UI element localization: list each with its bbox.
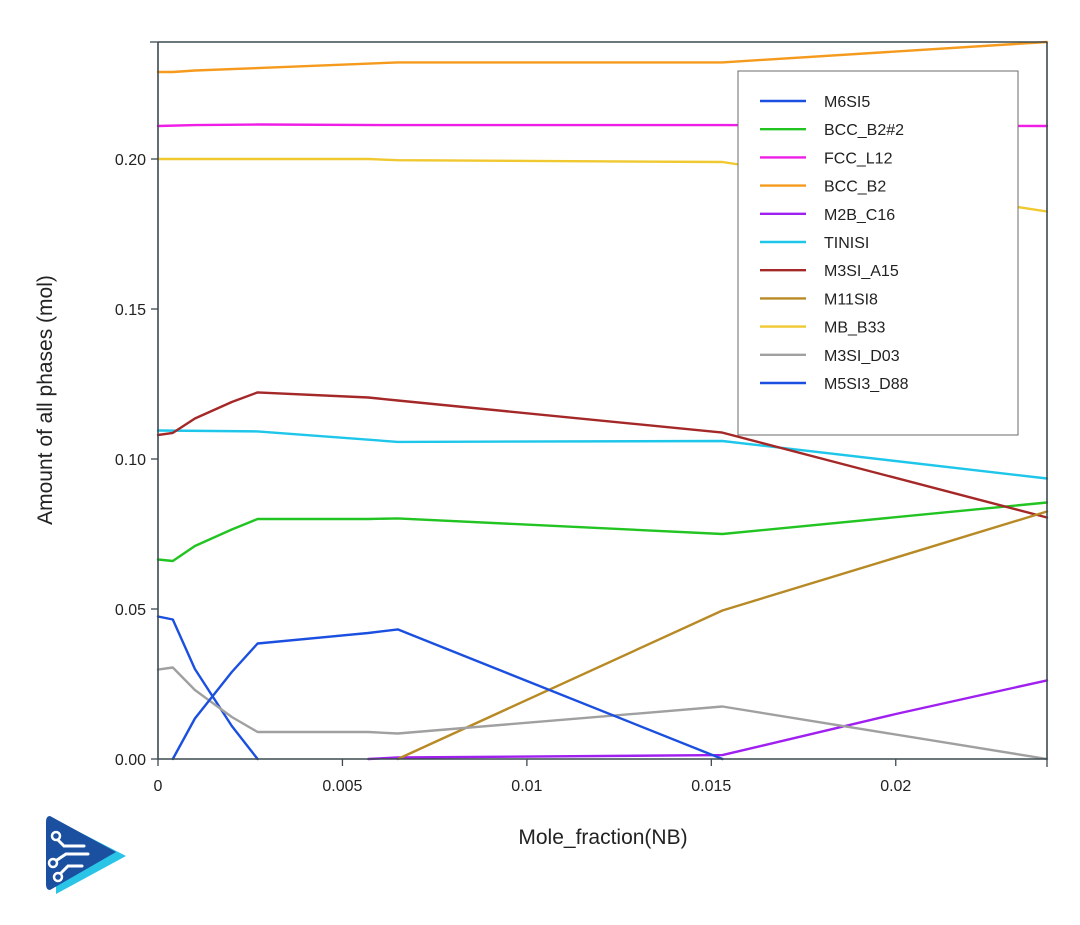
- series-layer: [156, 40, 1049, 761]
- legend-label-m5si3-d88: M5SI3_D88: [824, 376, 909, 393]
- legend-label-m11si8: M11SI8: [824, 291, 878, 308]
- logo-circuit-nodes: [47, 830, 64, 883]
- x-tick-label: 0.01: [511, 778, 542, 795]
- y-tick-label: 0.00: [115, 752, 146, 769]
- legend-label-m3si-d03: M3SI_D03: [824, 348, 900, 365]
- circuit-play-logo-icon: [46, 816, 126, 894]
- legend-box: [737, 70, 1019, 436]
- y-axis-title: Amount of all phases (mol): [34, 275, 57, 525]
- legend-label-m6si5: M6SI5: [824, 94, 870, 111]
- series-line-tinisi: [156, 429, 1049, 480]
- y-tick-label: 0.20: [115, 152, 146, 169]
- legend-label-m3si-a15: M3SI_A15: [824, 263, 899, 280]
- y-tick-label: 0.10: [115, 452, 146, 469]
- ticks-layer: 0 0.005 0.01 0.015 0.02 0.00 0.05 0.10 0.15 0.20: [115, 152, 912, 795]
- legend-items: M6SI5 BCC_B2#2 FCC_L12 BCC_B2 M2B_C16 TINISI M…: [760, 94, 909, 393]
- legend-label-fcc-l12: FCC_L12: [824, 150, 893, 167]
- series-line-m11si8: [396, 510, 1049, 761]
- legend-label-bcc-b2: BCC_B2: [824, 179, 886, 196]
- legend-label-mb-b33: MB_B33: [824, 320, 885, 337]
- x-tick-label: 0.005: [322, 778, 362, 795]
- x-tick-label: 0.015: [691, 778, 731, 795]
- x-tick-label: 0: [154, 778, 163, 795]
- legend-label-tinisi: TINISI: [824, 235, 869, 252]
- logo-circuit-traces: [52, 836, 90, 878]
- series-line-m2b-c16: [367, 679, 1049, 761]
- axes-layer: [150, 41, 1048, 767]
- x-axis-title: Mole_fraction(NB): [518, 826, 687, 849]
- legend-label-bcc-b2-2: BCC_B2#2: [824, 122, 904, 139]
- x-tick-label: 0.02: [880, 778, 911, 795]
- series-line-bcc-b2: [156, 40, 1049, 74]
- series-line-m3si-a15: [156, 391, 1049, 519]
- series-line-bcc-b2-2: [156, 501, 1049, 563]
- legend: M6SI5 BCC_B2#2 FCC_L12 BCC_B2 M2B_C16 TINISI M…: [737, 70, 1019, 436]
- series-line-m5si3-d88: [171, 628, 724, 761]
- y-tick-label: 0.05: [115, 602, 146, 619]
- legend-label-m2b-c16: M2B_C16: [824, 207, 895, 224]
- series-line-m6si5: [156, 615, 259, 761]
- y-tick-label: 0.15: [115, 302, 146, 319]
- series-line-m3si-d03: [156, 666, 1049, 761]
